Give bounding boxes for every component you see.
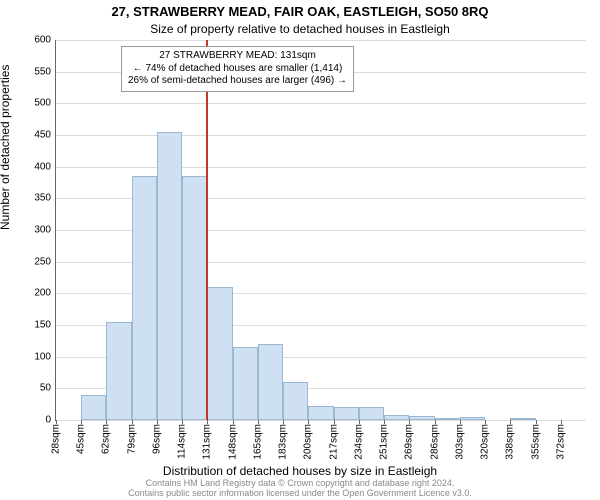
x-tick-label: 355sqm [530, 420, 541, 460]
x-tick-label: 131sqm [202, 420, 213, 460]
y-tick-label: 100 [34, 351, 56, 362]
gridline [56, 167, 586, 168]
x-tick-label: 372sqm [555, 420, 566, 460]
y-tick-label: 300 [34, 225, 56, 236]
histogram-bar [283, 382, 308, 420]
histogram-bar [157, 132, 182, 420]
chart-footer: Contains HM Land Registry data © Crown c… [0, 478, 600, 498]
x-tick-label: 338sqm [505, 420, 516, 460]
plot-area: 05010015020025030035040045050055060028sq… [55, 40, 586, 421]
x-tick-label: 96sqm [151, 420, 162, 454]
histogram-bar [308, 406, 333, 420]
y-tick-label: 500 [34, 98, 56, 109]
histogram-bar [106, 322, 131, 420]
x-tick-label: 62sqm [101, 420, 112, 454]
x-tick-label: 217sqm [328, 420, 339, 460]
annotation-line3: 26% of semi-detached houses are larger (… [128, 75, 347, 88]
y-tick-label: 400 [34, 161, 56, 172]
histogram-bar [233, 347, 258, 420]
histogram-bar [132, 176, 157, 420]
y-tick-label: 350 [34, 193, 56, 204]
histogram-bar [81, 395, 106, 420]
x-axis-label: Distribution of detached houses by size … [0, 464, 600, 478]
y-tick-label: 50 [40, 383, 56, 394]
x-tick-label: 183sqm [278, 420, 289, 460]
annotation-line1: 27 STRAWBERRY MEAD: 131sqm [128, 50, 347, 63]
x-tick-label: 200sqm [303, 420, 314, 460]
y-tick-label: 250 [34, 256, 56, 267]
x-tick-label: 165sqm [252, 420, 263, 460]
x-tick-label: 114sqm [177, 420, 188, 459]
x-tick-label: 28sqm [51, 420, 62, 454]
chart-title-address: 27, STRAWBERRY MEAD, FAIR OAK, EASTLEIGH… [0, 4, 600, 19]
histogram-bar [359, 407, 384, 420]
y-tick-label: 600 [34, 35, 56, 46]
chart-container: 27, STRAWBERRY MEAD, FAIR OAK, EASTLEIGH… [0, 0, 600, 500]
y-axis-label: Number of detached properties [0, 65, 12, 230]
annotation-box: 27 STRAWBERRY MEAD: 131sqm ← 74% of deta… [121, 46, 354, 92]
gridline [56, 40, 586, 41]
x-tick-label: 45sqm [76, 420, 87, 454]
chart-title-subtitle: Size of property relative to detached ho… [0, 22, 600, 36]
x-tick-label: 269sqm [404, 420, 415, 460]
histogram-bar [207, 287, 232, 420]
property-marker-line [206, 40, 208, 420]
x-tick-label: 148sqm [227, 420, 238, 460]
y-tick-label: 150 [34, 320, 56, 331]
histogram-bar [334, 407, 359, 420]
annotation-line2: ← 74% of detached houses are smaller (1,… [128, 63, 347, 76]
x-tick-label: 286sqm [429, 420, 440, 460]
y-tick-label: 450 [34, 130, 56, 141]
gridline [56, 135, 586, 136]
x-tick-label: 303sqm [454, 420, 465, 460]
x-tick-label: 234sqm [353, 420, 364, 460]
gridline [56, 103, 586, 104]
histogram-bar [182, 176, 207, 420]
y-tick-label: 550 [34, 66, 56, 77]
x-tick-label: 251sqm [379, 420, 390, 460]
x-tick-label: 79sqm [126, 420, 137, 454]
y-tick-label: 200 [34, 288, 56, 299]
x-tick-label: 320sqm [480, 420, 491, 460]
histogram-bar [258, 344, 283, 420]
